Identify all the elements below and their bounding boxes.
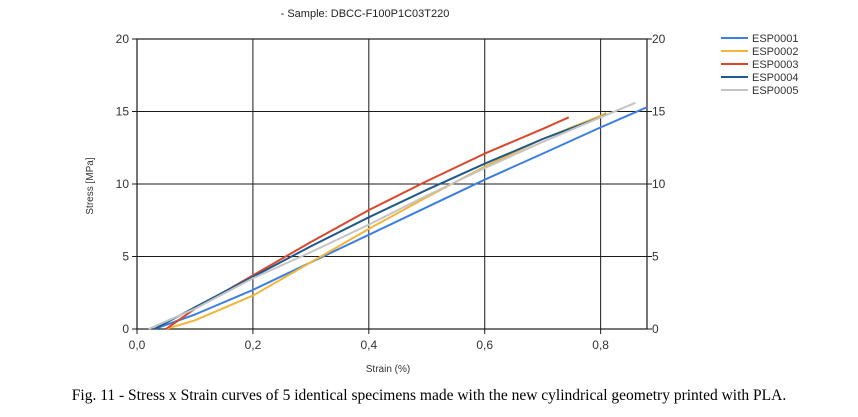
series-line-esp0004 <box>153 113 607 330</box>
x-tick-label: 0,8 <box>592 338 609 352</box>
y-tick-label-right: 20 <box>652 32 666 46</box>
series-line-esp0005 <box>148 101 636 330</box>
y-tick-label-left: 10 <box>116 177 130 191</box>
y-tick-label-left: 0 <box>122 322 129 336</box>
x-tick-label: 0,0 <box>129 338 146 352</box>
legend-label: ESP0004 <box>752 72 798 84</box>
series-line-esp0002 <box>165 112 607 330</box>
stress-strain-chart: - Sample: DBCC-F100P1C03T220 0 0 5 5 10 10 15 1… <box>85 8 798 375</box>
legend-label: ESP0001 <box>752 33 798 45</box>
y-tick-label-right: 15 <box>652 105 666 119</box>
series-lines <box>148 101 648 330</box>
series-line-esp0001 <box>154 106 648 330</box>
legend-label: ESP0003 <box>752 59 798 71</box>
y-tick-label-left: 15 <box>116 105 130 119</box>
x-tick-label: 0,2 <box>245 338 262 352</box>
plot-grid <box>136 38 648 330</box>
y-axis-label: Stress [MPa] <box>85 157 96 214</box>
y-tick-label-left: 20 <box>116 32 130 46</box>
legend-label: ESP0002 <box>752 46 798 58</box>
x-axis-label: Strain (%) <box>366 364 410 375</box>
x-tick-label: 0,6 <box>476 338 493 352</box>
y-tick-label-left: 5 <box>122 250 129 264</box>
y-tick-label-right: 5 <box>652 250 659 264</box>
x-tick-label: 0,4 <box>360 338 377 352</box>
chart-title: - Sample: DBCC-F100P1C03T220 <box>281 8 450 20</box>
y-tick-label-right: 10 <box>652 177 666 191</box>
axis-ticks: 0 0 5 5 10 10 15 15 20 20 0,0 0,2 0,4 0,6 0,8 <box>116 32 666 352</box>
y-tick-label-right: 0 <box>652 322 659 336</box>
legend-label: ESP0005 <box>752 85 798 97</box>
series-line-esp0003 <box>165 116 570 330</box>
figure-caption: Fig. 11 - Stress x Strain curves of 5 id… <box>71 387 787 404</box>
